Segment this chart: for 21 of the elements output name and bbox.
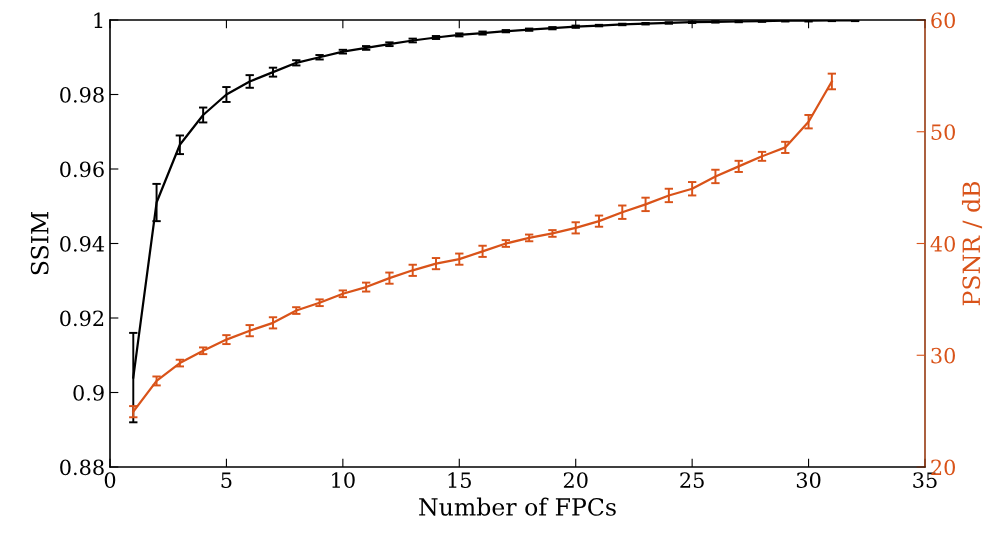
x-tick-label: 15: [448, 472, 471, 488]
x-tick-label: 5: [221, 472, 232, 488]
y2-tick-label: 50: [931, 124, 955, 140]
y2-tick-label: 60: [931, 12, 955, 29]
x-axis-title: Number of FPCs: [419, 497, 616, 516]
y-tick-label: 0.94: [60, 235, 105, 252]
x-tick-label: 10: [332, 472, 355, 488]
y2-tick-label: 30: [931, 347, 955, 364]
y-tick-label: 0.98: [60, 86, 104, 103]
y-tick-label: 0.9: [73, 384, 104, 401]
y2-tick-label: 40: [930, 235, 955, 252]
y-tick-label: 0.92: [60, 310, 104, 327]
y-tick-label: 0.96: [60, 161, 104, 178]
x-tick-label: 30: [796, 472, 821, 488]
y-tick-label: 0.88: [60, 459, 104, 476]
y-tick-label: 1: [94, 12, 103, 28]
y2-axis-title: PSNR / dB: [961, 181, 983, 306]
y-axis-title: SSIM: [30, 211, 49, 275]
x-tick-label: 20: [563, 472, 588, 488]
x-tick-label: 25: [680, 472, 704, 488]
x-tick-label: 0: [104, 472, 116, 488]
